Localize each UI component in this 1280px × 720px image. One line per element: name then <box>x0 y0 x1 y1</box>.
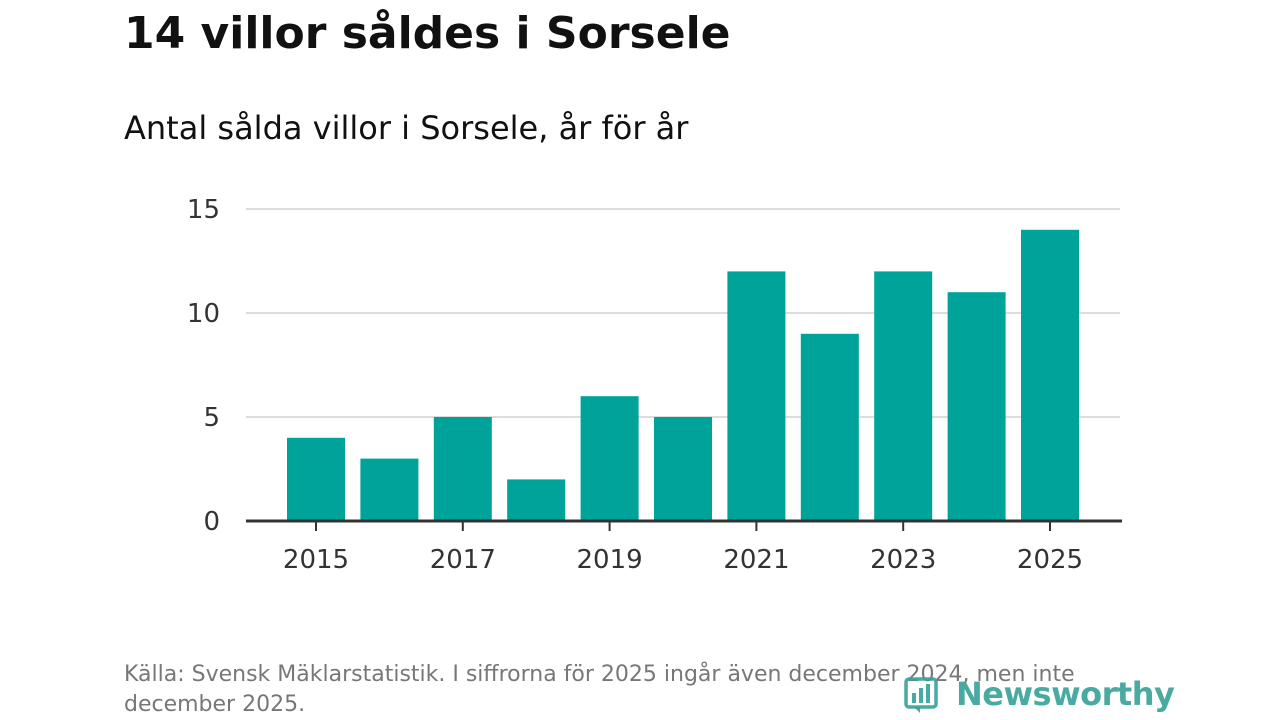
bar-2021 <box>727 271 786 521</box>
newsworthy-logo: Newsworthy <box>904 672 1175 716</box>
logo-text: Newsworthy <box>956 675 1175 713</box>
chart-subtitle: Antal sålda villor i Sorsele, år för år <box>124 109 689 147</box>
bar-2023 <box>874 271 933 521</box>
x-tick-label: 2023 <box>870 545 936 575</box>
bar-2015 <box>287 437 345 521</box>
x-tick-label: 2025 <box>1017 545 1083 575</box>
newsworthy-logo-icon <box>904 677 938 713</box>
bar-2017 <box>433 417 492 521</box>
y-tick-label: 5 <box>203 403 220 433</box>
source-note: Källa: Svensk Mäklarstatistik. I siffror… <box>124 662 1075 717</box>
bar-2018 <box>507 479 566 521</box>
y-tick-label: 0 <box>203 507 220 537</box>
bar-2024 <box>947 292 1006 521</box>
bar-2016 <box>360 458 419 521</box>
bar-chart: 0 5 10 15 2015 2017 2019 2021 2023 2025 <box>187 195 1122 575</box>
bar-2020 <box>654 417 712 521</box>
y-tick-label: 15 <box>187 195 220 225</box>
chart-title: 14 villor såldes i Sorsele <box>124 8 731 59</box>
bar-2025 <box>1021 229 1079 522</box>
x-tick-label: 2019 <box>577 545 643 575</box>
bar-2022 <box>800 333 859 521</box>
x-tick-label: 2015 <box>283 545 349 575</box>
y-tick-label: 10 <box>187 299 220 329</box>
x-tick-label: 2017 <box>430 545 496 575</box>
bars <box>287 229 1079 522</box>
x-tick-label: 2021 <box>723 545 789 575</box>
axes: 0 5 10 15 2015 2017 2019 2021 2023 2025 <box>187 195 1122 575</box>
bar-2019 <box>580 396 639 521</box>
